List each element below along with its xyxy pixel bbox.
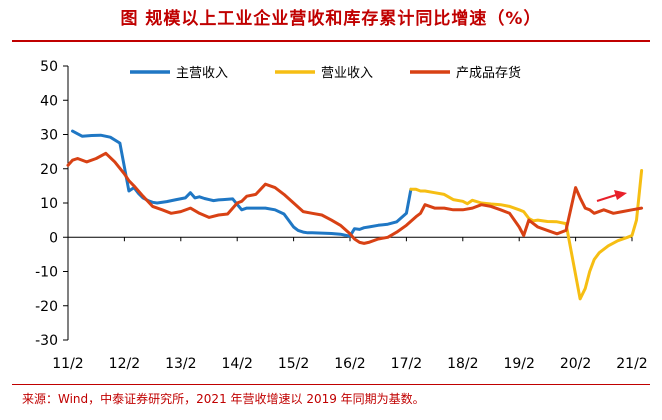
source-note: 来源：Wind，中泰证券研究所，2021 年营收增速以 2019 年同期为基数。 xyxy=(22,392,425,406)
x-tick-label: 16/2 xyxy=(334,356,365,372)
trend-arrow-shaft xyxy=(596,194,617,202)
x-tick-label: 19/2 xyxy=(503,356,534,372)
trend-arrow-head xyxy=(614,190,627,200)
y-tick-label: 0 xyxy=(49,230,58,246)
x-tick-label: 11/2 xyxy=(52,356,83,372)
legend-label: 主营收入 xyxy=(176,66,228,81)
y-tick-label: 30 xyxy=(40,128,58,144)
y-tick-label: 10 xyxy=(40,196,58,212)
y-tick-label: -30 xyxy=(35,333,58,349)
title-divider xyxy=(12,40,650,42)
y-tick-label: 40 xyxy=(40,93,58,109)
chart-axes: -30 -20 -10 0 10 20 30 40 50 11/2 12/2 13/2 14/2 15/2… xyxy=(35,59,648,372)
x-tick-label: 14/2 xyxy=(221,356,252,372)
chart-series xyxy=(66,129,644,301)
line-chart: -30 -20 -10 0 10 20 30 40 50 11/2 12/2 13/2 14/2 15/2… xyxy=(35,59,648,372)
x-tick-label: 13/2 xyxy=(165,356,196,372)
y-tick-label: -10 xyxy=(35,265,58,281)
x-tick-label: 18/2 xyxy=(447,356,478,372)
series-line-1 xyxy=(71,129,413,238)
series-line-2 xyxy=(409,169,644,301)
trend-arrow-icon xyxy=(596,190,627,202)
chart-legend: 主营收入 营业收入 产成品存货 xyxy=(130,65,521,81)
x-tick-label: 21/2 xyxy=(616,356,647,372)
footer-divider xyxy=(12,384,650,385)
x-tick-label: 15/2 xyxy=(278,356,309,372)
legend-label: 营业收入 xyxy=(321,66,373,81)
series-line-3 xyxy=(66,151,644,245)
x-tick-label: 17/2 xyxy=(391,356,422,372)
y-tick-label: 20 xyxy=(40,162,58,178)
y-tick-label: 50 xyxy=(40,59,58,75)
x-tick-label: 20/2 xyxy=(560,356,591,372)
y-tick-label: -20 xyxy=(35,299,58,315)
page-title: 图 规模以上工业企业营收和库存累计同比增速（%） xyxy=(120,9,542,29)
x-tick-label: 12/2 xyxy=(109,356,140,372)
legend-label: 产成品存货 xyxy=(456,65,521,81)
